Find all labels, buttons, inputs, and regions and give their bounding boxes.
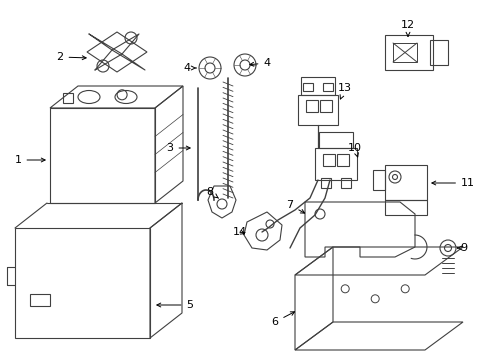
Bar xyxy=(318,132,352,148)
Text: 4: 4 xyxy=(183,63,196,73)
Bar xyxy=(323,154,334,166)
Text: 13: 13 xyxy=(337,83,351,99)
Bar xyxy=(429,40,447,65)
Bar xyxy=(314,148,356,180)
Bar xyxy=(340,178,350,188)
Bar xyxy=(384,200,426,215)
Bar xyxy=(320,178,330,188)
Text: 6: 6 xyxy=(271,312,294,327)
Bar xyxy=(372,170,384,190)
Text: 9: 9 xyxy=(457,243,467,253)
Text: 7: 7 xyxy=(286,200,304,213)
Text: 2: 2 xyxy=(56,52,86,62)
Bar xyxy=(63,93,73,103)
Bar xyxy=(305,100,317,112)
Text: 4: 4 xyxy=(249,58,270,68)
Text: 8: 8 xyxy=(206,187,218,198)
Bar xyxy=(392,43,416,62)
Text: 11: 11 xyxy=(431,178,474,188)
Bar xyxy=(297,95,337,125)
Text: 5: 5 xyxy=(157,300,193,310)
Bar xyxy=(323,83,332,91)
Bar xyxy=(336,154,348,166)
Bar xyxy=(319,100,331,112)
Bar xyxy=(303,83,312,91)
Bar xyxy=(301,77,334,95)
Text: 10: 10 xyxy=(347,143,361,157)
Text: 12: 12 xyxy=(400,20,414,36)
Text: 1: 1 xyxy=(15,155,45,165)
Bar xyxy=(384,35,432,70)
Bar xyxy=(384,165,426,200)
Bar xyxy=(30,294,50,306)
Text: 3: 3 xyxy=(166,143,190,153)
Text: 14: 14 xyxy=(232,227,246,237)
